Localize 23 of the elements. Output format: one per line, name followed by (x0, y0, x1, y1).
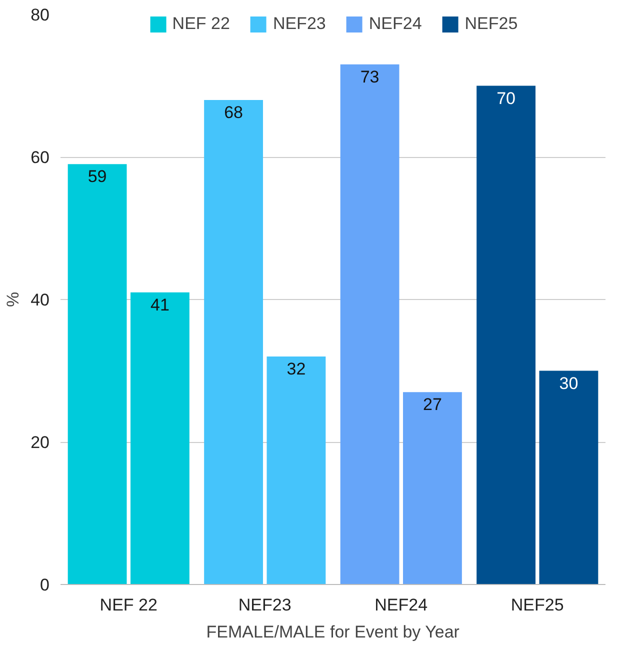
y-tick-label: 0 (40, 576, 50, 594)
y-tick-label: 80 (30, 6, 50, 24)
data-label: 41 (150, 295, 170, 314)
x-tick-label: NEF24 (374, 596, 428, 614)
x-tick-label: NEF 22 (100, 596, 158, 614)
data-label: 30 (559, 374, 578, 393)
y-axis-title: % (4, 292, 23, 308)
x-axis-title: FEMALE/MALE for Event by Year (206, 622, 460, 642)
data-label: 59 (88, 167, 107, 186)
x-tick-label: NEF23 (238, 596, 292, 614)
data-label: 27 (423, 395, 442, 414)
y-tick-label: 40 (30, 290, 50, 310)
legend-label: NEF23 (272, 14, 326, 34)
y-tick-label: 20 (30, 433, 50, 452)
data-label: 70 (496, 88, 516, 108)
legend-label: NEF24 (368, 14, 422, 34)
data-label: 32 (286, 360, 306, 378)
data-label: 68 (224, 103, 244, 122)
x-tick-label: NEF25 (510, 596, 564, 614)
data-label: 73 (360, 67, 380, 86)
legend-label: NEF25 (464, 14, 518, 34)
y-tick-label: 60 (30, 148, 50, 167)
legend-label: NEF 22 (172, 14, 230, 34)
